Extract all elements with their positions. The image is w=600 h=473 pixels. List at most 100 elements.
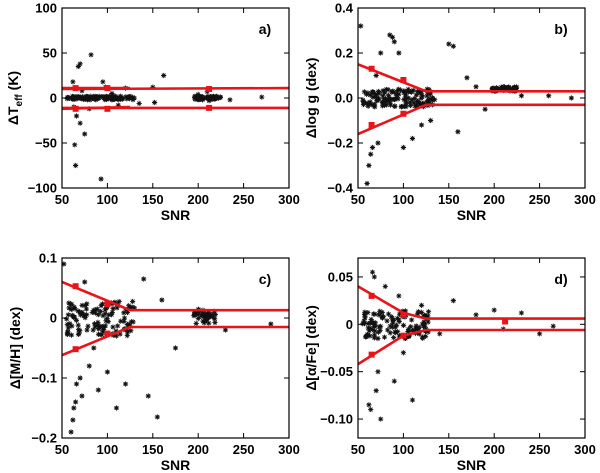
data-point <box>391 39 397 45</box>
data-point <box>195 91 201 97</box>
data-point <box>199 97 206 103</box>
data-point <box>372 328 378 334</box>
data-point <box>195 315 201 322</box>
data-point <box>70 94 76 100</box>
y-tick-label: 0.2 <box>335 46 353 61</box>
data-point <box>87 97 93 103</box>
data-point <box>446 41 452 47</box>
data-point <box>83 306 89 312</box>
data-point <box>368 101 374 107</box>
data-point <box>402 88 408 94</box>
data-point <box>98 308 104 315</box>
y-tick-label: 50 <box>43 46 57 61</box>
data-point <box>124 329 131 335</box>
y-tick-label: −0.2 <box>327 136 353 151</box>
data-point <box>113 333 119 339</box>
data-point <box>377 308 383 314</box>
data-point <box>191 94 198 100</box>
data-point <box>397 87 404 93</box>
data-point <box>161 72 167 79</box>
panel-d: 50 100 150 200 250 300 −0.10 −0.05 0 0.05 SNR Δ[α/F… <box>303 257 596 473</box>
data-point <box>370 311 377 317</box>
data-point <box>91 321 98 327</box>
data-point <box>117 95 123 101</box>
data-point <box>370 89 376 95</box>
data-point <box>108 312 115 318</box>
data-point <box>121 318 127 325</box>
data-point <box>365 101 371 108</box>
data-point <box>412 95 418 102</box>
data-point <box>86 363 92 369</box>
data-point <box>391 334 397 341</box>
data-point <box>568 95 574 101</box>
data-point <box>116 298 122 305</box>
data-point <box>366 328 372 334</box>
x-tick-label: 250 <box>233 442 255 457</box>
data-point <box>437 331 443 337</box>
data-point <box>372 101 378 107</box>
data-point <box>381 334 388 340</box>
data-point <box>360 98 366 105</box>
data-point <box>73 399 79 405</box>
y-axis-label: Δ[M/H] (dex) <box>7 307 23 389</box>
y-tick-label: 0 <box>346 317 353 332</box>
data-point <box>405 328 411 335</box>
data-point <box>378 416 384 422</box>
envelope-marker <box>400 77 407 83</box>
data-point <box>365 325 371 331</box>
data-point <box>373 72 379 79</box>
x-tick-label: 300 <box>278 192 300 207</box>
data-point <box>395 329 401 335</box>
data-point <box>405 95 411 101</box>
data-point <box>425 329 431 335</box>
data-point <box>71 314 78 320</box>
data-point <box>362 315 368 321</box>
data-point <box>130 97 136 103</box>
x-tick-label: 50 <box>55 442 69 457</box>
y-axis-label: Δ[α/Fe] (dex) <box>303 305 319 391</box>
envelope-lower-short-line <box>62 105 131 111</box>
data-point <box>109 93 115 100</box>
data-point <box>393 95 400 101</box>
data-point <box>130 319 136 325</box>
data-point <box>365 320 371 327</box>
data-point <box>375 88 382 95</box>
data-point <box>380 88 386 94</box>
data-point <box>550 323 556 329</box>
data-point <box>387 330 393 336</box>
data-point <box>102 311 108 317</box>
data-point <box>76 330 82 336</box>
panel-b: 50 100 150 200 250 300 −0.4 −0.2 0.0 0.2 0.4 SNR Δlo… <box>303 1 596 224</box>
x-tick-label: 300 <box>574 442 596 457</box>
x-tick-label: 200 <box>483 442 505 457</box>
envelope-marker <box>400 110 407 117</box>
data-point <box>154 414 160 420</box>
data-point <box>127 93 133 100</box>
data-point <box>75 63 81 70</box>
data-point <box>127 323 133 329</box>
data-point <box>104 315 110 322</box>
data-point <box>110 305 116 312</box>
data-point <box>204 94 210 100</box>
data-point <box>104 94 110 101</box>
data-point <box>407 99 413 105</box>
data-point <box>366 162 372 169</box>
data-point <box>212 95 218 102</box>
data-point <box>82 96 88 102</box>
data-point <box>193 320 199 327</box>
data-point <box>379 99 385 105</box>
data-point <box>374 98 380 104</box>
data-point <box>395 96 401 102</box>
x-tick-label: 150 <box>438 442 460 457</box>
data-point <box>380 314 387 320</box>
data-point <box>418 122 425 128</box>
data-point <box>66 305 72 311</box>
data-point <box>98 323 104 329</box>
data-point <box>197 94 204 100</box>
plot-area-d <box>358 269 585 422</box>
data-point <box>409 96 415 103</box>
data-point <box>361 318 367 324</box>
data-point <box>500 84 506 90</box>
data-point <box>65 94 71 101</box>
